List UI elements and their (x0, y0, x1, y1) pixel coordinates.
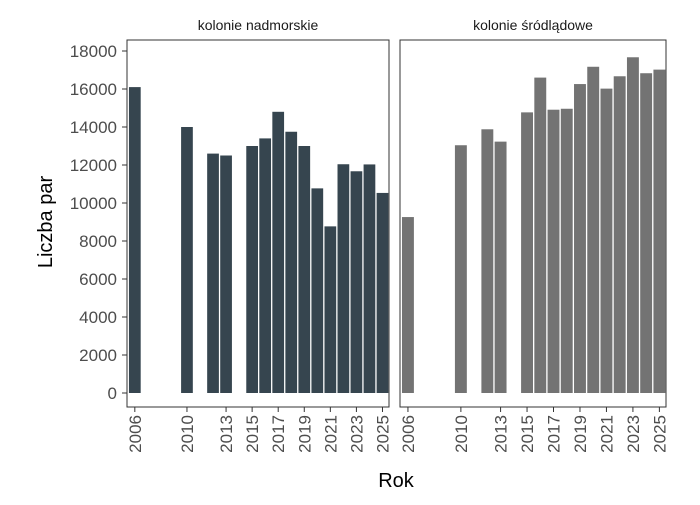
x-tick-label: 2023 (347, 415, 366, 453)
bar-2013 (220, 155, 232, 393)
y-axis: 0 2000 4000 6000 8000 10000 12000 14000 16000 180… (70, 42, 127, 403)
bar-2015 (521, 112, 533, 394)
x-tick-label: 2019 (571, 415, 590, 453)
x-tick-label: 2006 (399, 415, 418, 453)
bar-2019 (298, 146, 311, 393)
x-tick-label: 2021 (597, 415, 616, 453)
y-tick-label: 14000 (70, 118, 117, 137)
bar-2012 (207, 153, 219, 393)
bar-2006 (128, 87, 141, 393)
x-tick-label: 2017 (545, 415, 564, 453)
bar-2017 (547, 109, 560, 394)
x-tick-label: 2019 (295, 415, 314, 453)
bar-2023 (626, 57, 639, 394)
x-tick-label: 2010 (178, 415, 197, 453)
bar-2024 (363, 164, 376, 393)
bar-2010 (454, 145, 467, 393)
bar-2016 (534, 77, 547, 393)
bar-2021 (600, 88, 613, 394)
bar-2017 (272, 111, 285, 394)
bar-2006 (401, 217, 414, 393)
x-tick-label: 2025 (650, 415, 669, 453)
bar-2016 (259, 138, 272, 393)
bar-2015 (246, 146, 258, 393)
bar-2025 (653, 69, 666, 394)
panel-2: kolonie śródlądowe 2006 2010 2013 2015 2017 20… (399, 17, 669, 453)
panel-border (399, 39, 667, 408)
panel-title: kolonie nadmorskie (198, 17, 319, 33)
bar-2024 (640, 73, 653, 393)
x-tick-label: 2015 (518, 415, 537, 453)
y-axis-title: Liczba par (35, 176, 57, 269)
y-tick-label: 2000 (79, 346, 117, 365)
x-tick-label: 2015 (243, 415, 262, 453)
bar-2018 (285, 131, 298, 393)
bar-2020 (311, 188, 324, 393)
y-tick-label: 8000 (79, 232, 117, 251)
x-tick-label: 2013 (492, 415, 511, 453)
x-tick-label: 2025 (373, 415, 392, 453)
y-tick-label: 0 (108, 384, 117, 403)
x-tick-label: 2021 (321, 415, 340, 453)
x-tick-label: 2023 (624, 415, 643, 453)
x-tick-label: 2010 (452, 415, 471, 453)
bar-2023 (350, 171, 363, 393)
x-tick-label: 2006 (126, 415, 145, 453)
bar-2019 (574, 84, 586, 393)
bar-2021 (324, 226, 337, 393)
bar-2022 (337, 164, 350, 393)
y-tick-label: 18000 (70, 42, 117, 61)
bar-2022 (613, 76, 626, 394)
bar-2020 (587, 66, 600, 394)
panel-title: kolonie śródlądowe (473, 17, 593, 33)
bar-2010 (181, 127, 193, 393)
y-tick-label: 12000 (70, 156, 117, 175)
bar-2018 (560, 108, 573, 393)
panel-1: kolonie nadmorskie 2006 2010 2013 2015 2017 20… (126, 17, 393, 453)
y-tick-label: 10000 (70, 194, 117, 213)
y-tick-label: 16000 (70, 80, 117, 99)
y-tick-label: 6000 (79, 270, 117, 289)
panel-border (126, 39, 390, 408)
y-tick-label: 4000 (79, 308, 117, 327)
bar-2025 (376, 192, 389, 393)
x-axis-title: Rok (378, 470, 415, 492)
bar-2013 (494, 141, 507, 393)
x-tick-label: 2013 (217, 415, 236, 453)
bar-2012 (481, 129, 494, 393)
x-tick-label: 2017 (269, 415, 288, 453)
